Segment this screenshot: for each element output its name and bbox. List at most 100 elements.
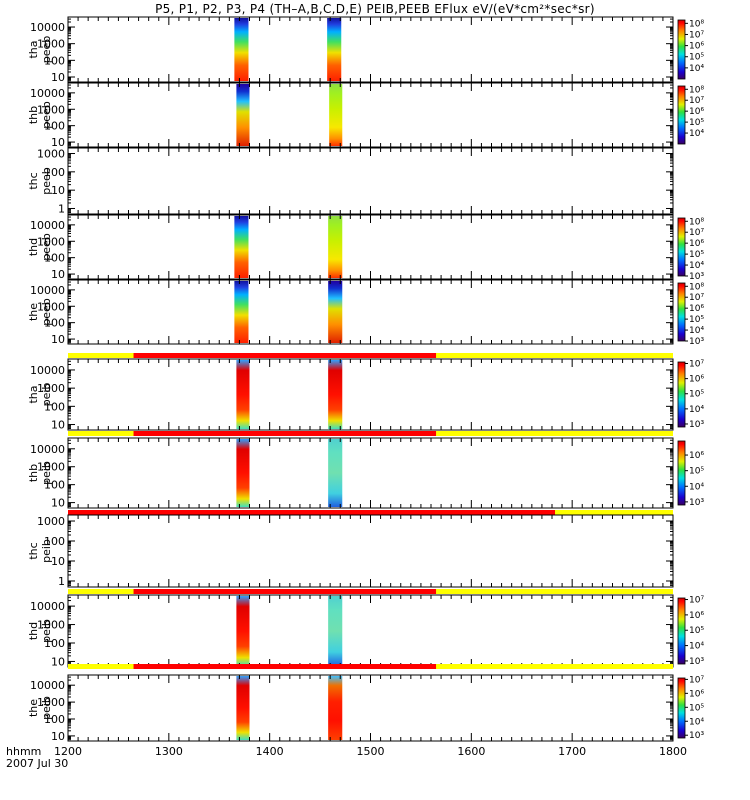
mode-bar-on-the-peib bbox=[133, 664, 437, 669]
y-tick-label-thd-peib: 1000 bbox=[37, 619, 65, 632]
panel-frame-thc-peib bbox=[67, 514, 674, 588]
panel-thd-peib: 10 100 1000 10000 thd peib 10³ 10⁴ 10⁵ 10⁶ 10⁷ bbox=[27, 589, 704, 668]
colorbar-tick-label-the-peib: 10⁵ bbox=[689, 703, 704, 713]
colorbar-tick-label-thd-peib: 10³ bbox=[689, 657, 704, 667]
y-axis-label-product-tha-peeb: peeb bbox=[40, 36, 53, 64]
colorbar-tick-label-tha-peeb: 10⁴ bbox=[689, 64, 704, 74]
y-tick-label-thd-peib: 10 bbox=[51, 655, 65, 668]
y-axis-label-probe-thc-peeb: thc bbox=[27, 172, 40, 189]
panel-frame-thb-peeb bbox=[67, 82, 674, 148]
panel-frame-the-peib bbox=[67, 674, 674, 742]
y-axis-label-product-the-peib: peib bbox=[40, 696, 53, 720]
y-axis-label-probe-the-peeb: the bbox=[27, 303, 40, 321]
y-tick-label-thc-peib: 1 bbox=[58, 575, 65, 588]
colorbar-tick-label-tha-peeb: 10⁵ bbox=[689, 53, 704, 63]
data-block-the-peeb-1 bbox=[328, 281, 343, 343]
colorbar-tick-label-tha-peib: 10⁴ bbox=[689, 405, 704, 415]
x-tick-label: 1300 bbox=[155, 745, 183, 758]
colorbar-tick-label-tha-peeb: 10⁷ bbox=[689, 30, 704, 40]
panel-frame-thc-peeb bbox=[67, 147, 674, 215]
y-tick-label-thc-peeb: 1 bbox=[58, 202, 65, 215]
mode-bar-on-thb-peib bbox=[133, 431, 437, 436]
colorbar-tick-label-thd-peib: 10⁵ bbox=[689, 626, 704, 636]
y-tick-label-thc-peib: 10 bbox=[51, 555, 65, 568]
colorbar-thd-peeb bbox=[677, 217, 686, 277]
y-tick-label-thc-peeb: 1000 bbox=[37, 148, 65, 161]
y-axis-label-product-thd-peeb: peeb bbox=[40, 233, 53, 261]
colorbar-tick-label-the-peeb: 10⁴ bbox=[689, 326, 704, 336]
data-block-thd-peib-0 bbox=[236, 596, 250, 666]
y-tick-label-thb-peeb: 10 bbox=[51, 136, 65, 149]
y-tick-label-thd-peeb: 1000 bbox=[37, 235, 65, 248]
data-block-thb-peib-0 bbox=[236, 439, 250, 507]
x-tick-label: 1400 bbox=[256, 745, 284, 758]
x-tick-label: 1500 bbox=[357, 745, 385, 758]
y-axis-label-probe-thc-peib: thc bbox=[27, 542, 40, 559]
y-tick-label-the-peeb: 10 bbox=[51, 333, 65, 346]
colorbar-tick-label-thb-peeb: 10⁴ bbox=[689, 129, 704, 139]
panel-frame-thb-peib bbox=[67, 437, 674, 509]
mode-bar-on-thd-peib bbox=[133, 589, 437, 594]
data-block-thb-peeb-1 bbox=[329, 84, 343, 146]
colorbar-tick-label-the-peib: 10⁶ bbox=[689, 689, 704, 699]
colorbar-tick-label-thb-peib: 10⁵ bbox=[689, 467, 704, 477]
colorbar-tick-label-thd-peib: 10⁴ bbox=[689, 642, 704, 652]
x-tick-label: 1200 bbox=[54, 745, 82, 758]
y-axis-label-product-tha-peib: peib bbox=[40, 383, 53, 407]
data-block-tha-peeb-0 bbox=[234, 18, 249, 81]
y-tick-label-tha-peib: 1000 bbox=[37, 382, 65, 395]
y-tick-label-thb-peib: 10000 bbox=[30, 443, 65, 456]
figure-title: P5, P1, P2, P3, P4 (TH–A,B,C,D,E) PEIB,P… bbox=[155, 2, 595, 16]
colorbar-the-peib bbox=[677, 677, 686, 739]
mode-bar-on-tha-peib bbox=[133, 353, 437, 358]
y-axis-label-product-thb-peib: peib bbox=[40, 461, 53, 485]
y-axis-label-product-thb-peeb: peeb bbox=[40, 101, 53, 129]
colorbar-tick-label-the-peeb: 10⁶ bbox=[689, 304, 704, 314]
colorbar-tick-label-thd-peeb: 10⁴ bbox=[689, 261, 704, 271]
data-block-the-peib-1 bbox=[328, 676, 343, 740]
colorbar-the-peeb bbox=[677, 282, 686, 342]
colorbar-tick-label-tha-peib: 10³ bbox=[689, 420, 704, 430]
y-tick-label-thc-peib: 100 bbox=[44, 535, 65, 548]
y-axis-label-product-the-peeb: peeb bbox=[40, 298, 53, 326]
data-block-tha-peib-0 bbox=[236, 360, 250, 429]
colorbar-tha-peib bbox=[677, 361, 686, 428]
colorbar-tha-peeb bbox=[677, 19, 686, 80]
data-block-tha-peeb-1 bbox=[327, 18, 342, 81]
panel-tha-peib: 10 100 1000 10000 tha peib 10³ 10⁴ 10⁵ 10⁶ 10⁷ bbox=[27, 353, 704, 432]
y-tick-label-thd-peeb: 10 bbox=[51, 268, 65, 281]
x-tick-label: 1800 bbox=[659, 745, 687, 758]
y-tick-label-tha-peeb: 1000 bbox=[37, 38, 65, 51]
y-axis-label-product-thd-peib: peib bbox=[40, 619, 53, 643]
panel-frame-thd-peib bbox=[67, 594, 674, 668]
colorbar-tick-label-tha-peib: 10⁶ bbox=[689, 375, 704, 385]
y-axis-label-probe-tha-peib: tha bbox=[27, 385, 40, 403]
x-axis-date-label: 2007 Jul 30 bbox=[6, 757, 69, 770]
y-tick-label-the-peib: 10000 bbox=[30, 679, 65, 692]
mode-bar-on-thc-peib bbox=[68, 510, 556, 515]
y-tick-label-tha-peib: 10000 bbox=[30, 364, 65, 377]
x-tick-label: 1700 bbox=[558, 745, 586, 758]
colorbar-tick-label-thd-peeb: 10³ bbox=[689, 272, 704, 282]
y-axis-label-probe-the-peib: the bbox=[27, 699, 40, 717]
panel-frame-tha-peeb bbox=[67, 16, 674, 83]
colorbar-tick-label-thd-peeb: 10⁶ bbox=[689, 239, 704, 249]
y-axis-label-probe-thb-peeb: thb bbox=[27, 106, 40, 124]
colorbar-thb-peib bbox=[677, 440, 686, 506]
panel-thc-peeb: 1 10 100 1000 thc peeb bbox=[27, 147, 674, 215]
colorbar-tick-label-thb-peib: 10⁶ bbox=[689, 451, 704, 461]
x-axis-hhmm-label: hhmm bbox=[6, 745, 42, 758]
colorbar-tick-label-the-peib: 10⁴ bbox=[689, 717, 704, 727]
colorbar-tick-label-thd-peeb: 10⁷ bbox=[689, 228, 704, 238]
y-tick-label-tha-peeb: 10000 bbox=[30, 21, 65, 34]
data-block-thd-peib-1 bbox=[328, 596, 343, 666]
data-block-thb-peib-1 bbox=[328, 439, 343, 507]
y-tick-label-thd-peib: 10000 bbox=[30, 600, 65, 613]
colorbar-tick-label-the-peeb: 10⁵ bbox=[689, 315, 704, 325]
y-tick-label-tha-peeb: 100 bbox=[44, 54, 65, 67]
colorbar-tick-label-the-peeb: 10⁸ bbox=[689, 282, 704, 292]
colorbar-tick-label-thb-peeb: 10⁵ bbox=[689, 118, 704, 128]
colorbar-tick-label-tha-peib: 10⁵ bbox=[689, 390, 704, 400]
